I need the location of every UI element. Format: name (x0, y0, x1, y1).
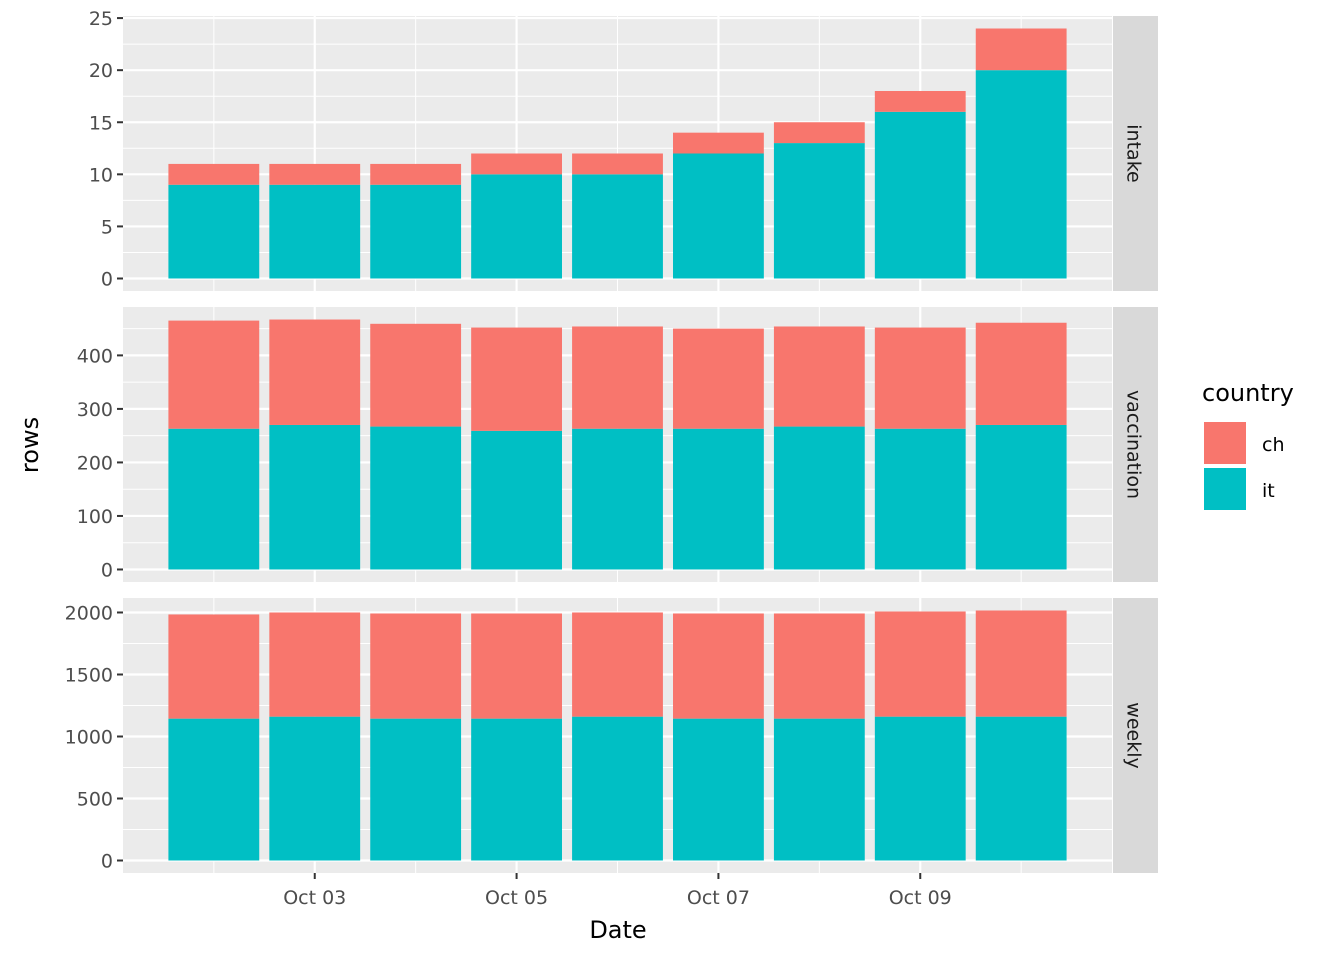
y-tick-label: 1500 (65, 664, 113, 686)
bar-vaccination-ch-8 (975, 322, 1067, 425)
bar-intake-it-2 (370, 184, 462, 279)
bar-intake-it-3 (471, 174, 562, 279)
bar-vaccination-it-6 (773, 426, 865, 570)
bar-weekly-it-4 (572, 716, 663, 861)
facet-strip-weekly (1113, 598, 1158, 873)
bar-weekly-ch-6 (773, 613, 865, 719)
bar-weekly-it-2 (370, 718, 462, 861)
y-tick-label: 25 (89, 8, 113, 30)
bar-intake-ch-8 (975, 28, 1067, 71)
y-tick-label: 0 (101, 269, 113, 291)
y-tick-label: 1000 (65, 726, 113, 748)
bar-intake-ch-6 (773, 122, 865, 144)
y-tick-label: 10 (89, 164, 113, 186)
legend-title: country (1202, 379, 1294, 407)
bar-intake-it-6 (773, 143, 865, 279)
y-tick-label: 300 (77, 399, 113, 421)
legend-key-ch (1202, 420, 1248, 466)
bar-intake-ch-3 (471, 153, 562, 175)
bar-intake-it-5 (673, 153, 764, 279)
bar-weekly-it-6 (773, 718, 865, 861)
bar-vaccination-it-5 (673, 428, 764, 570)
y-axis-title: rows (16, 417, 44, 473)
bar-intake-ch-7 (874, 91, 966, 112)
bar-vaccination-it-3 (471, 430, 562, 570)
bar-vaccination-it-4 (572, 428, 663, 570)
y-tick-label: 400 (77, 345, 113, 367)
y-tick-label: 0 (101, 559, 113, 581)
bar-vaccination-it-2 (370, 426, 462, 570)
x-tick-label: Oct 05 (485, 887, 548, 909)
facet-strip-intake (1113, 16, 1158, 291)
bar-weekly-it-0 (168, 718, 260, 861)
legend-label-it: it (1262, 480, 1275, 502)
facet-panel-vaccination: 0 100 200 300 400 vaccination (77, 307, 1158, 582)
bar-vaccination-ch-2 (370, 323, 462, 427)
y-tick-label: 100 (77, 506, 113, 528)
bar-intake-ch-1 (269, 163, 361, 185)
bar-intake-it-4 (572, 174, 663, 279)
x-tick-label: Oct 03 (283, 887, 346, 909)
y-tick-label: 200 (77, 452, 113, 474)
bar-weekly-ch-3 (471, 613, 562, 719)
bar-intake-ch-2 (370, 163, 462, 185)
bar-weekly-ch-5 (673, 613, 764, 719)
bar-vaccination-it-7 (874, 428, 966, 570)
bar-vaccination-ch-3 (471, 327, 562, 431)
bar-vaccination-it-1 (269, 424, 361, 570)
bar-intake-it-0 (168, 184, 260, 279)
facet-strip-vaccination (1113, 307, 1158, 582)
y-tick-label: 15 (89, 112, 113, 134)
bar-weekly-ch-0 (168, 614, 260, 719)
bar-intake-it-7 (874, 111, 966, 279)
bar-vaccination-it-8 (975, 424, 1067, 570)
bar-weekly-it-3 (471, 718, 562, 861)
x-tick-label: Oct 09 (889, 887, 952, 909)
bar-weekly-ch-2 (370, 613, 462, 719)
facet-strip-label: weekly (1123, 702, 1145, 768)
bar-vaccination-ch-0 (168, 320, 260, 429)
legend-key-it (1202, 466, 1248, 512)
bar-weekly-ch-7 (874, 611, 966, 717)
bar-intake-it-8 (975, 70, 1067, 279)
bar-vaccination-ch-5 (673, 328, 764, 429)
bar-intake-ch-0 (168, 163, 260, 185)
bar-weekly-ch-1 (269, 612, 361, 717)
y-tick-label: 5 (101, 216, 113, 238)
bar-weekly-it-5 (673, 718, 764, 861)
bar-intake-it-1 (269, 184, 361, 279)
bar-vaccination-ch-6 (773, 326, 865, 427)
y-tick-label: 0 (101, 851, 113, 873)
bar-weekly-ch-8 (975, 610, 1067, 717)
legend-item-ch: ch (1202, 420, 1285, 466)
bar-weekly-it-8 (975, 716, 1067, 861)
y-tick-label: 20 (89, 60, 113, 82)
facet-strip-label: vaccination (1123, 390, 1145, 499)
bar-weekly-it-1 (269, 716, 361, 861)
y-tick-label: 500 (77, 788, 113, 810)
bar-intake-ch-5 (673, 132, 764, 154)
y-tick-label: 2000 (65, 602, 113, 624)
x-tick-label: Oct 07 (687, 887, 750, 909)
legend-label-ch: ch (1262, 434, 1285, 456)
bar-intake-ch-4 (572, 153, 663, 175)
legend-item-it: it (1202, 466, 1275, 512)
facet-panel-intake: 0 5 10 15 20 25 intake (89, 8, 1158, 291)
bar-vaccination-ch-4 (572, 326, 663, 429)
bar-vaccination-ch-7 (874, 327, 966, 429)
bar-vaccination-ch-1 (269, 319, 361, 425)
facet-strip-label: intake (1123, 124, 1145, 182)
facet-panel-weekly: 0 500 1000 1500 2000 weekly (65, 598, 1158, 873)
bar-weekly-ch-4 (572, 612, 663, 717)
x-axis-title: Date (589, 916, 646, 944)
bar-weekly-it-7 (874, 716, 966, 861)
bar-vaccination-it-0 (168, 428, 260, 570)
